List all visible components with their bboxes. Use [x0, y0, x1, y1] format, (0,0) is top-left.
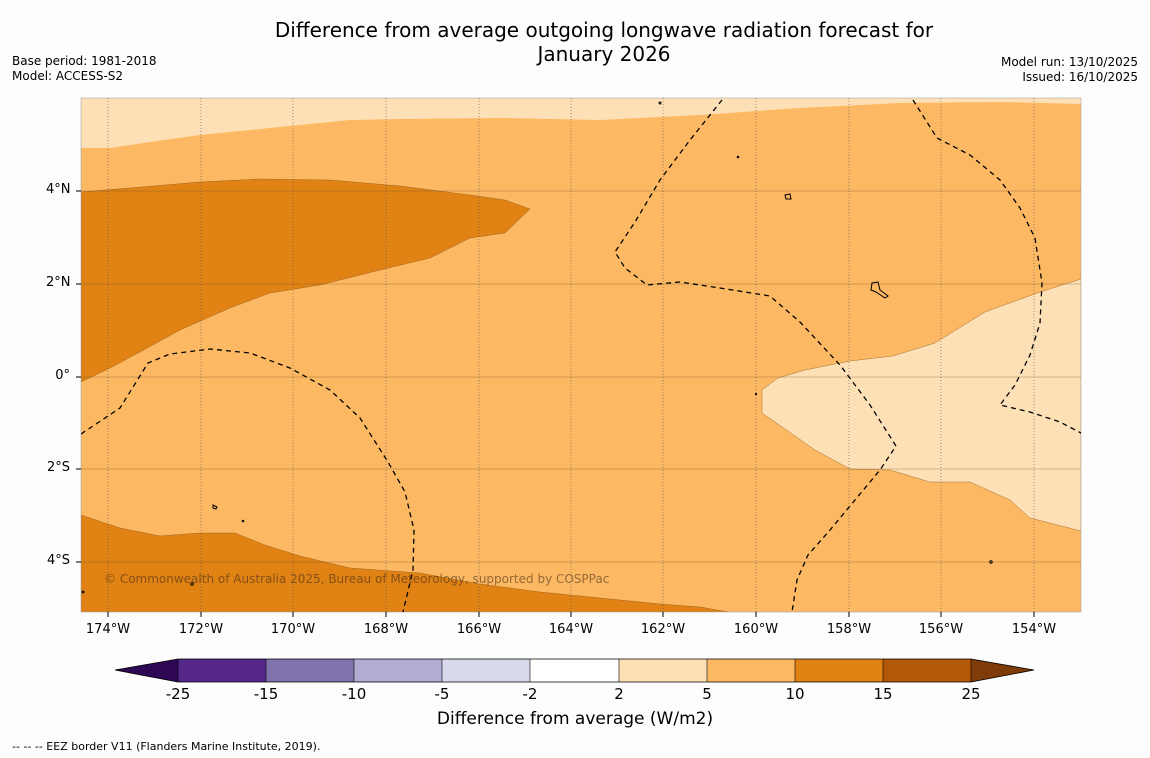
meta-right: Model run: 13/10/2025 Issued: 16/10/2025 — [1001, 55, 1138, 85]
lon-label: 170°W — [270, 622, 316, 637]
islands — [81, 101, 993, 594]
eez-legend-footnote: -- -- -- EEZ border V11 (Flanders Marine… — [12, 740, 321, 753]
colorbar-title: Difference from average (W/m2) — [436, 709, 714, 729]
contour-2-5-top — [81, 98, 1081, 148]
copyright-notice: © Commonwealth of Australia 2025, Bureau… — [104, 572, 610, 586]
eez-border-central — [614, 99, 897, 612]
title-line-2: January 2026 — [537, 42, 671, 66]
eez-border-west — [81, 348, 415, 612]
model-name: Model: ACCESS-S2 — [12, 69, 124, 83]
map-frame — [80, 97, 1082, 613]
lat-label: 4°N — [46, 182, 71, 197]
meta-left: Base period: 1981-2018 Model: ACCESS-S2 — [12, 54, 157, 84]
island-shape — [212, 504, 218, 510]
colorbar-tick-label: -10 — [341, 685, 367, 703]
colorbar — [114, 658, 1035, 683]
lon-label: 168°W — [363, 622, 409, 637]
colorbar-swatch — [530, 659, 619, 682]
model-run: Model run: 13/10/2025 — [1000, 55, 1138, 69]
colorbar-swatch — [178, 659, 266, 682]
lon-label: 164°W — [548, 622, 594, 637]
contour-10-15-north — [81, 178, 531, 383]
lat-label: 2°S — [46, 460, 70, 475]
colorbar-swatch — [795, 659, 883, 682]
colorbar-tick-label: -15 — [253, 685, 279, 703]
lon-label: 172°W — [178, 622, 224, 637]
title-line-1: Difference from average outgoing longwav… — [274, 18, 934, 42]
colorbar-swatch — [619, 659, 707, 682]
lon-label: 166°W — [456, 622, 502, 637]
colorbar-tick-label: 10 — [785, 685, 805, 703]
lat-label: 4°S — [46, 553, 70, 568]
contour-2-5-east — [761, 278, 1081, 532]
lon-label: 156°W — [918, 622, 964, 637]
colorbar-swatch — [354, 659, 442, 682]
colorbar-swatch — [707, 659, 795, 682]
lon-label: 160°W — [733, 622, 779, 637]
map-contours — [81, 98, 1081, 612]
colorbar-extend-low — [115, 659, 178, 682]
colorbar-tick-label: 5 — [702, 685, 712, 703]
chart-title: Difference from average outgoing longwav… — [200, 18, 1008, 66]
colorbar-tick-label: -2 — [522, 685, 538, 703]
colorbar-tick-label: 15 — [873, 685, 893, 703]
issued-date: Issued: 16/10/2025 — [1022, 70, 1138, 84]
island-dot — [190, 582, 194, 586]
island-shape — [870, 281, 889, 299]
colorbar-extend-high — [971, 659, 1034, 682]
island-dot — [989, 560, 993, 564]
lon-label: 154°W — [1011, 622, 1057, 637]
colorbar-swatch — [883, 659, 971, 682]
colorbar-swatch — [266, 659, 354, 682]
colorbar-tick-label: 2 — [614, 685, 624, 703]
island-shape — [784, 193, 792, 200]
lon-label: 174°W — [85, 622, 131, 637]
lon-label: 162°W — [640, 622, 686, 637]
colorbar-swatch — [442, 659, 530, 682]
base-period: Base period: 1981-2018 — [12, 54, 157, 68]
island-dot — [658, 101, 662, 105]
colorbar-tick-label: 25 — [961, 685, 981, 703]
island-dot — [81, 590, 85, 594]
contour-10-15-south — [81, 514, 731, 612]
lat-label: 2°N — [46, 275, 71, 290]
colorbar-tick-label: -5 — [434, 685, 450, 703]
island-dot — [736, 155, 740, 159]
island-dot — [241, 519, 245, 523]
latitude-gridlines — [81, 190, 1081, 563]
eez-borders — [81, 99, 1081, 612]
lat-label: 0° — [55, 368, 70, 383]
eez-border-east — [912, 99, 1081, 434]
axis-ticks — [76, 190, 1035, 617]
colorbar-tick-label: -25 — [165, 685, 191, 703]
lon-label: 158°W — [826, 622, 872, 637]
island-dot — [754, 392, 758, 396]
